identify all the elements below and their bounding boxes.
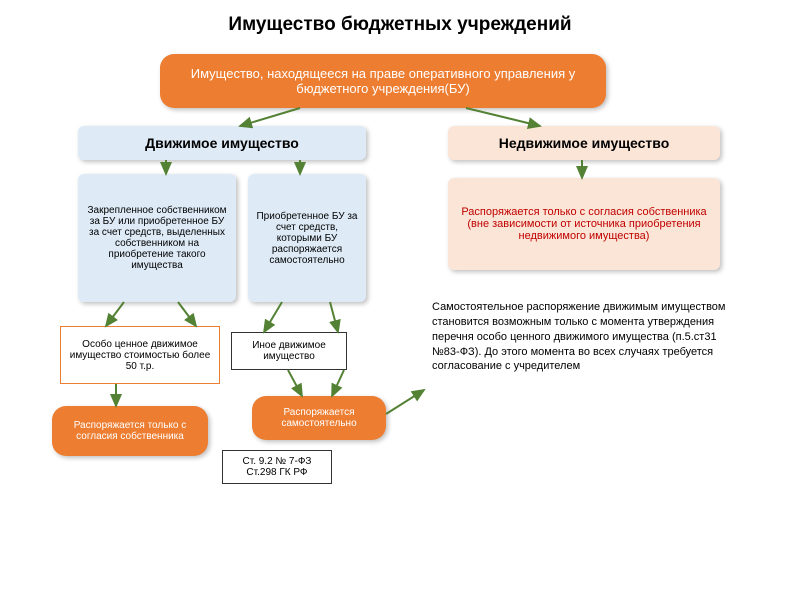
node-immov_body: Распоряжается только с согласия собствен… [448,178,720,270]
node-dispose_self: Распоряжается самостоятельно [252,396,386,440]
node-top: Имущество, находящееся на праве оператив… [160,54,606,108]
node-immovable_hdr: Недвижимое имущество [448,126,720,160]
node-note: Самостоятельное распоряжение движимым им… [432,300,732,460]
node-cite: Ст. 9.2 № 7-ФЗ Ст.298 ГК РФ [222,450,332,484]
node-valuable: Особо ценное движимое имущество стоимост… [60,326,220,384]
node-other_mov: Иное движимое имущество [231,332,347,370]
node-mov1: Закрепленное собственником за БУ или при… [78,174,236,302]
page-title: Имущество бюджетных учреждений [0,0,800,46]
node-dispose_consent: Распоряжается только с согласия собствен… [52,406,208,456]
node-mov2: Приобретенное БУ за счет средств, которы… [248,174,366,302]
node-movable_hdr: Движимое имущество [78,126,366,160]
